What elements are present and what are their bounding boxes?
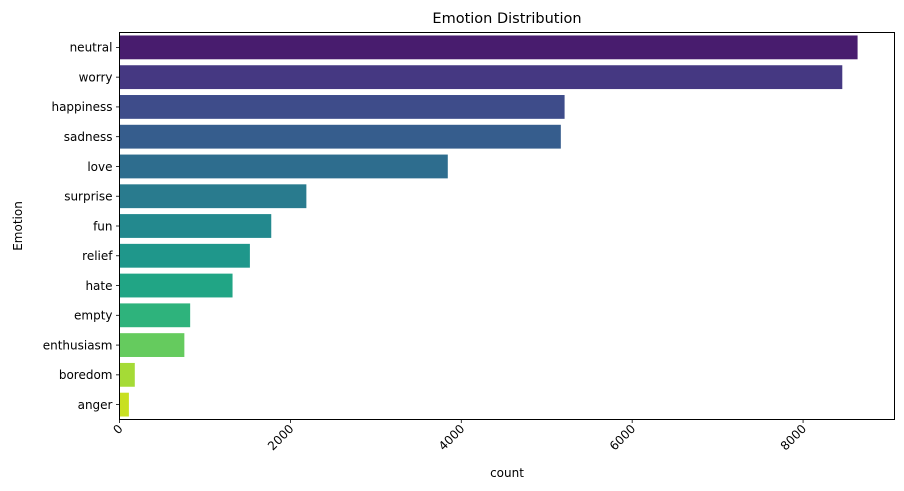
y-axis-ticks: neutral worry happiness sadness love surprise… (43, 41, 120, 412)
bar-surprise (119, 184, 307, 209)
y-tick-label-neutral: neutral (70, 41, 113, 55)
bar-sadness (119, 124, 561, 149)
bar-worry (119, 65, 843, 90)
y-tick-label-worry: worry (79, 70, 113, 84)
bars-group (119, 35, 858, 417)
x-tick-label-2000: 2000 (265, 422, 296, 453)
bar-love (119, 154, 448, 179)
y-tick-label-sadness: sadness (64, 130, 113, 144)
y-tick-label-enthusiasm: enthusiasm (43, 338, 113, 352)
y-tick-label-boredom: boredom (59, 368, 113, 382)
x-tick-label-0: 0 (110, 422, 125, 437)
y-tick-label-fun: fun (93, 219, 112, 233)
bar-enthusiasm (119, 333, 185, 357)
bar-boredom (119, 362, 135, 387)
x-tick-label-4000: 4000 (436, 422, 467, 453)
bar-neutral (119, 35, 858, 60)
y-tick-label-happiness: happiness (51, 100, 112, 114)
y-tick-label-relief: relief (82, 249, 113, 263)
x-axis-ticks: 0 2000 4000 6000 8000 (110, 419, 809, 453)
bar-relief (119, 243, 250, 268)
y-tick-label-empty: empty (74, 309, 113, 323)
y-tick-label-hate: hate (85, 279, 112, 293)
y-tick-label-anger: anger (78, 398, 113, 412)
bar-fun (119, 214, 272, 238)
plot-frame (119, 32, 895, 420)
bar-hate (119, 273, 233, 298)
y-axis-label: Emotion (11, 201, 25, 251)
x-tick-label-6000: 6000 (607, 422, 638, 453)
chart-title: Emotion Distribution (432, 11, 581, 27)
x-tick-label-8000: 8000 (778, 422, 809, 453)
y-tick-label-love: love (87, 160, 112, 174)
bar-empty (119, 303, 191, 328)
y-tick-label-surprise: surprise (64, 190, 112, 204)
bar-anger (119, 392, 129, 417)
bar-happiness (119, 95, 565, 119)
x-axis-label: count (490, 466, 524, 480)
